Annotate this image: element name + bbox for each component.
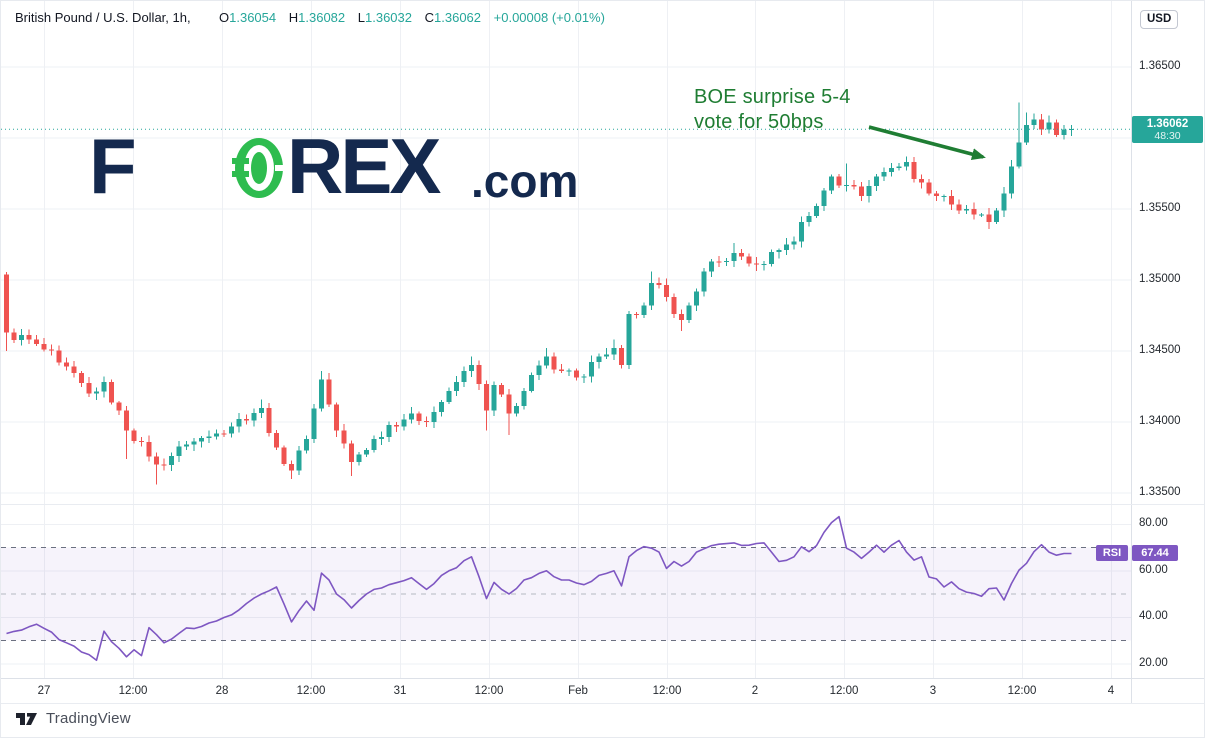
footer-divider [1,703,1204,704]
tradingview-brand-text: TradingView [46,710,131,727]
price-axis-label: 1.34000 [1139,415,1181,427]
time-axis-label: 12:00 [474,685,504,697]
price-axis-label: 1.34500 [1139,344,1181,356]
high-label: H [288,10,299,25]
ohlc-readout: O1.36054 H1.36082 L1.36032 C1.36062 +0.0… [219,10,605,25]
analyst-annotation: BOE surprise 5-4 vote for 50bps [694,85,851,135]
time-axis-label: Feb [568,685,588,697]
last-price-value: 1.36062 [1146,117,1189,130]
annotation-line-1: BOE surprise 5-4 [694,86,851,108]
time-axis-label: 3 [929,685,937,697]
low-label: L [357,10,365,25]
rsi-axis-label: 60.00 [1139,563,1168,576]
rsi-axis-label: 40.00 [1139,610,1168,623]
time-axis-label: 2 [751,685,759,697]
rsi-value-badge: 67.44 [1132,545,1178,562]
price-axis-label: 1.33500 [1139,486,1181,498]
price-axis-label: 1.35000 [1139,273,1181,285]
change-value: +0.00008 (+0.01%) [493,10,605,25]
symbol-legend[interactable]: British Pound / U.S. Dollar, 1h, [15,10,191,25]
time-axis-label: 12:00 [652,685,682,697]
time-axis-label: 4 [1107,685,1115,697]
time-axis-label: 28 [215,685,229,697]
axis-divider[interactable] [1131,1,1132,703]
time-axis-divider [1,678,1204,679]
low-value: 1.36032 [365,10,412,25]
currency-toggle-badge[interactable]: USD [1140,10,1179,29]
rsi-axis-label: 20.00 [1139,656,1168,669]
time-axis-label: 12:00 [296,685,326,697]
rsi-band [1,547,1131,641]
rsi-axis-label: 80.00 [1139,517,1168,530]
pane-divider[interactable] [1,504,1204,505]
price-axis-label: 1.35500 [1139,202,1181,214]
price-axis-label: 1.36500 [1139,60,1181,72]
close-value: 1.36062 [434,10,482,25]
time-axis-label: 12:00 [118,685,148,697]
grid [1,1,1131,678]
time-axis-label: 27 [37,685,51,697]
time-axis-label: 12:00 [829,685,859,697]
candlestick-chart[interactable] [1,1,1131,678]
rsi-indicator-label: RSI [1096,545,1128,562]
candles [4,102,1074,485]
open-value: 1.36054 [229,10,277,25]
tradingview-attribution[interactable]: TradingView [15,710,131,727]
tradingview-logo-icon [16,712,37,725]
time-axis-label: 31 [393,685,407,697]
annotation-line-2: vote for 50bps [694,111,824,133]
time-axis-label: 12:00 [1007,685,1037,697]
open-label: O [219,10,230,25]
high-value: 1.36082 [298,10,346,25]
bar-countdown: 48:30 [1154,129,1181,142]
last-price-badge: 1.36062 48:30 [1132,115,1203,143]
rsi-line [6,515,1072,662]
close-label: C [424,10,435,25]
